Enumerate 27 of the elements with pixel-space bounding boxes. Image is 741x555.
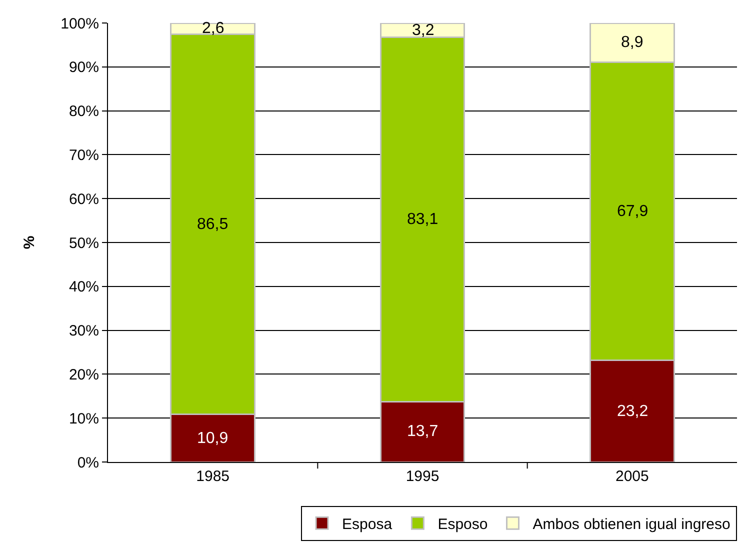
data-label: 67,9 [617,203,648,220]
data-label: 23,2 [617,403,648,420]
y-tick-label: 0% [77,454,99,472]
y-tick-label: 40% [68,278,99,296]
y-tick-label: 10% [68,410,99,428]
y-tick-label: 60% [68,190,99,208]
data-label: 3,2 [412,22,434,39]
data-label: 10,9 [197,430,228,447]
y-tick-label: 30% [68,322,99,340]
data-label: 83,1 [407,211,438,228]
data-label: 8,9 [621,34,644,51]
legend-label: Esposo [438,516,488,533]
y-tick-label: 100% [60,15,99,32]
data-label: 2,6 [202,20,224,37]
legend-label: Esposa [342,516,393,533]
x-tick-label: 1985 [196,468,230,485]
y-tick-label: 70% [68,146,99,164]
y-tick-label: 20% [68,366,99,384]
data-label: 86,5 [197,216,228,233]
x-tick-label: 2005 [615,468,649,485]
y-axis-title: % [20,236,38,250]
data-label: 13,7 [407,423,438,440]
y-tick-label: 80% [68,103,99,120]
y-tick-label: 90% [68,59,99,76]
x-tick-label: 1995 [406,468,440,485]
legend-label: Ambos obtienen igual ingreso [532,516,730,533]
y-tick-label: 50% [68,234,99,252]
